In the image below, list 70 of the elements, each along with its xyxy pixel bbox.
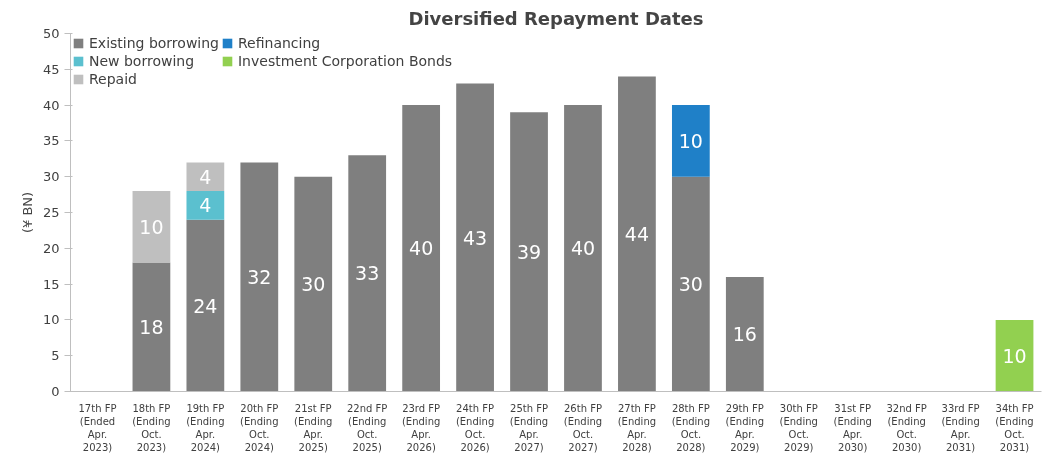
y-axis-title: (¥ BN) [19,191,35,234]
bar [240,162,279,392]
y-tick-label: 50 [42,26,60,41]
y-tick-label: 30 [42,169,60,185]
x-tick-label: 24th FP (Ending Oct. 2026) [455,402,495,454]
bar [186,191,225,220]
y-tick-label: 45 [42,61,60,77]
bar [186,219,225,392]
x-tick-label: 30th FP (Ending Oct. 2029) [779,402,818,454]
y-tick-label: 15 [42,276,60,292]
y-tick-label: 0 [51,384,60,399]
data-label: 40 [409,237,434,260]
data-label: 32 [247,265,272,288]
legend-label: New borrowing [89,53,195,69]
data-label: 39 [516,240,542,263]
bar [294,176,333,392]
y-tick-label: 5 [51,348,60,364]
x-tick-label: 32nd FP (Ending Oct. 2030) [886,402,927,454]
data-label: 30 [678,273,703,296]
x-tick-label: 25th FP (Ending Apr. 2027) [509,402,549,454]
legend-label: Investment Corporation Bonds [237,53,453,69]
data-label: 18 [139,316,164,339]
x-tick-label: 26th FP (Ending Oct. 2027) [563,402,603,454]
y-tick-label: 20 [42,240,60,256]
data-label: 44 [624,222,650,245]
bar [671,176,710,392]
bar [186,162,225,192]
bar [510,112,548,392]
x-tick-label: 23rd FP (Ending Apr. 2026) [401,402,441,454]
x-tick-label: 22nd FP (Ending Oct. 2025) [347,402,388,454]
legend-label: Existing borrowing [89,35,219,51]
bar [402,105,441,392]
data-label: 4 [199,194,212,217]
x-tick-label: 34th FP (Ending Oct. 2031) [995,402,1034,454]
y-tick-label: 25 [42,205,60,220]
data-label: 10 [678,129,703,152]
bar [671,105,710,177]
legend-label: Refinancing [237,35,321,51]
bar [725,276,764,392]
y-tick-label: 10 [42,312,60,328]
legend-label: Repaid [89,71,137,87]
chart-title: Diversified Repayment Dates [408,7,704,29]
bar [132,191,171,263]
data-label: 4 [199,165,212,188]
x-tick-label: 33rd FP (Ending Apr. 2031) [941,402,980,454]
y-tick-label: 40 [42,97,60,113]
data-label: 10 [139,215,164,238]
x-tick-label: 20th FP (Ending Oct. 2024) [240,402,279,454]
x-tick-label: 21st FP (Ending Apr. 2025) [294,402,333,454]
data-label: 30 [301,273,326,296]
x-tick-label: 19th FP (Ending Apr. 2024) [186,402,225,454]
bar [456,83,494,392]
data-label: 33 [355,262,380,285]
data-label: 24 [193,294,218,317]
x-tick-label: 18th FP (Ending Oct. 2023) [132,402,171,454]
bar [564,105,602,392]
data-label: 10 [1002,344,1027,367]
bar [348,155,387,392]
bar [132,262,171,392]
x-tick-label: 27th FP (Ending Apr. 2028) [617,402,657,454]
x-tick-label: 31st FP (Ending Apr. 2030) [833,402,872,454]
bar [618,76,656,392]
x-tick-label: 29th FP (Ending Apr. 2029) [725,402,764,454]
data-label: 43 [462,226,488,249]
x-tick-label: 17th FP (Ended Apr. 2023) [78,402,117,454]
x-tick-label: 28th FP (Ending Oct. 2028) [671,402,711,454]
data-label: 40 [570,237,596,260]
data-label: 16 [732,323,757,346]
bar [995,319,1034,392]
y-tick-label: 35 [42,133,60,149]
